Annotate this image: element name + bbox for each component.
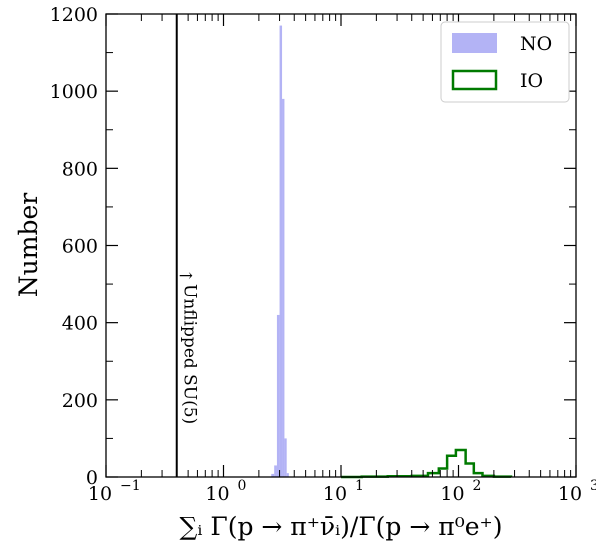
no-bar-6 [286,473,289,477]
y-tick-label: 400 [62,313,98,335]
y-tick-label: 600 [62,236,98,258]
reference-line-group: Unflipped SU(5)→ [175,14,200,477]
x-tick-label: 10 [440,483,464,505]
legend: NO IO [440,21,570,103]
no-bar-4 [282,98,285,477]
x-tick-label: 10 [88,483,112,505]
no-bar-3 [279,25,283,477]
y-axis-title: Number [14,193,43,297]
x-tick-exponent: −1 [120,478,141,494]
x-tick-exponent: 3 [590,478,596,494]
x-tick-label: 10 [558,483,582,505]
legend-label-io: IO [520,70,543,92]
x-axis-title: ∑ᵢ Γ(p → π⁺ν̄ᵢ)/Γ(p → π⁰e⁺) [180,512,503,541]
io-series-step [341,448,513,479]
unflipped-su5-arrow: → [179,266,193,286]
legend-label-no: NO [520,33,552,55]
x-tick-exponent: 0 [238,478,247,494]
io-step-line [341,448,513,479]
y-tick-label: 800 [62,158,98,180]
legend-swatch-io [451,69,498,91]
y-tick-label: 0 [86,467,98,489]
no-bar-5 [284,438,287,477]
no-bar-0 [271,473,275,477]
x-tick-label: 10 [205,483,229,505]
plot-frame [105,13,577,478]
x-tick-label: 10 [323,483,347,505]
no-series-bars [271,25,289,477]
x-tick-exponent: 2 [473,478,482,494]
no-bar-2 [276,314,280,477]
legend-swatch-no [452,33,497,53]
unflipped-su5-label: Unflipped SU(5) [180,284,200,424]
x-tick-exponent: 1 [355,478,364,494]
y-tick-label: 200 [62,390,98,412]
y-tick-label: 1200 [50,4,98,26]
no-bar-1 [274,465,277,477]
y-tick-label: 1000 [50,81,98,103]
